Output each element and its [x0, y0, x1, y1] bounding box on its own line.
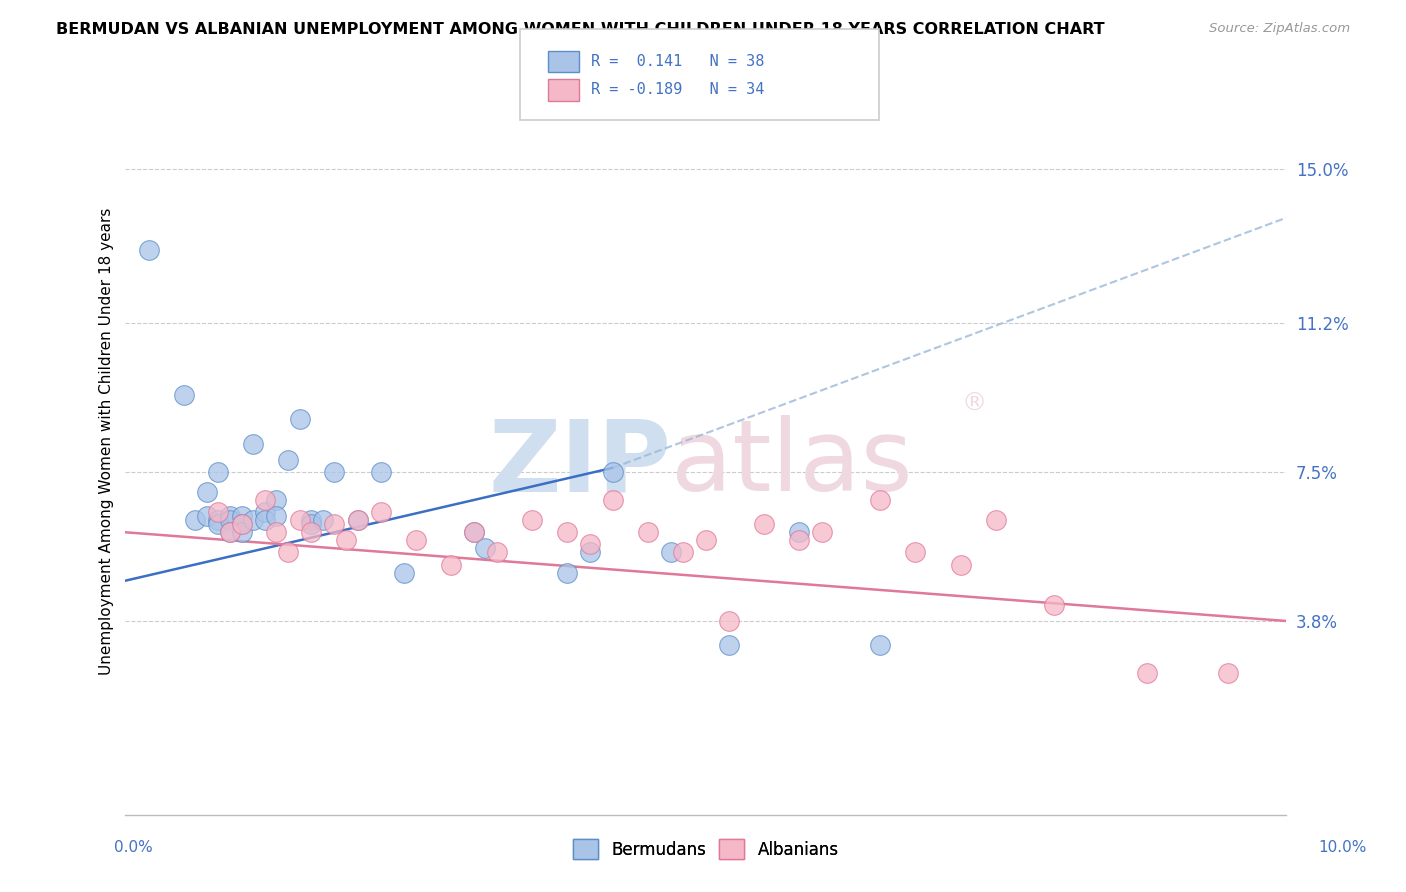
Point — [207, 517, 229, 532]
Point — [555, 566, 578, 580]
Text: R =  0.141   N = 38: R = 0.141 N = 38 — [591, 54, 763, 70]
Point — [659, 545, 682, 559]
Point — [184, 513, 207, 527]
Point — [637, 525, 659, 540]
Point — [219, 525, 242, 540]
Point — [787, 533, 810, 548]
Point — [231, 517, 253, 532]
Point — [288, 513, 311, 527]
Point — [242, 436, 264, 450]
Point — [231, 517, 253, 532]
Point — [173, 388, 195, 402]
Point — [231, 509, 253, 524]
Point — [288, 412, 311, 426]
Point — [579, 537, 602, 551]
Point — [299, 513, 322, 527]
Point — [277, 545, 299, 559]
Point — [579, 545, 602, 559]
Point — [346, 513, 368, 527]
Point — [602, 493, 624, 508]
Point — [984, 513, 1007, 527]
Point — [253, 505, 276, 519]
Point — [207, 513, 229, 527]
Point — [392, 566, 415, 580]
Point — [195, 509, 218, 524]
Point — [1136, 666, 1159, 681]
Point — [138, 243, 160, 257]
Y-axis label: Unemployment Among Women with Children Under 18 years: Unemployment Among Women with Children U… — [100, 208, 114, 675]
Point — [752, 517, 775, 532]
Point — [299, 517, 322, 532]
Point — [253, 513, 276, 527]
Text: 0.0%: 0.0% — [114, 840, 153, 855]
Point — [520, 513, 543, 527]
Point — [1218, 666, 1240, 681]
Point — [463, 525, 485, 540]
Text: BERMUDAN VS ALBANIAN UNEMPLOYMENT AMONG WOMEN WITH CHILDREN UNDER 18 YEARS CORRE: BERMUDAN VS ALBANIAN UNEMPLOYMENT AMONG … — [56, 22, 1105, 37]
Point — [869, 638, 891, 652]
Point — [869, 493, 891, 508]
Text: Source: ZipAtlas.com: Source: ZipAtlas.com — [1209, 22, 1350, 36]
Point — [253, 493, 276, 508]
Point — [787, 525, 810, 540]
Point — [370, 465, 392, 479]
Point — [219, 525, 242, 540]
Point — [346, 513, 368, 527]
Text: ZIP: ZIP — [488, 416, 671, 512]
Point — [219, 509, 242, 524]
Point — [950, 558, 973, 572]
Point — [266, 509, 288, 524]
Point — [1043, 598, 1066, 612]
Point — [555, 525, 578, 540]
Point — [405, 533, 427, 548]
Point — [474, 541, 496, 556]
Point — [266, 493, 288, 508]
Point — [207, 465, 229, 479]
Point — [463, 525, 485, 540]
Point — [277, 452, 299, 467]
Legend: Bermudans, Albanians: Bermudans, Albanians — [567, 832, 845, 866]
Point — [207, 505, 229, 519]
Point — [195, 485, 218, 500]
Point — [718, 638, 741, 652]
Point — [370, 505, 392, 519]
Point — [323, 465, 346, 479]
Point — [335, 533, 357, 548]
Point — [219, 513, 242, 527]
Point — [672, 545, 695, 559]
Point — [718, 614, 741, 628]
Point — [695, 533, 717, 548]
Point — [266, 525, 288, 540]
Text: atlas: atlas — [671, 416, 912, 512]
Point — [231, 525, 253, 540]
Point — [242, 513, 264, 527]
Point — [485, 545, 508, 559]
Text: 10.0%: 10.0% — [1319, 840, 1367, 855]
Point — [811, 525, 834, 540]
Text: ®: ® — [962, 392, 987, 417]
Point — [602, 465, 624, 479]
Point — [299, 525, 322, 540]
Point — [323, 517, 346, 532]
Point — [439, 558, 461, 572]
Text: R = -0.189   N = 34: R = -0.189 N = 34 — [591, 82, 763, 97]
Point — [904, 545, 927, 559]
Point — [312, 513, 335, 527]
